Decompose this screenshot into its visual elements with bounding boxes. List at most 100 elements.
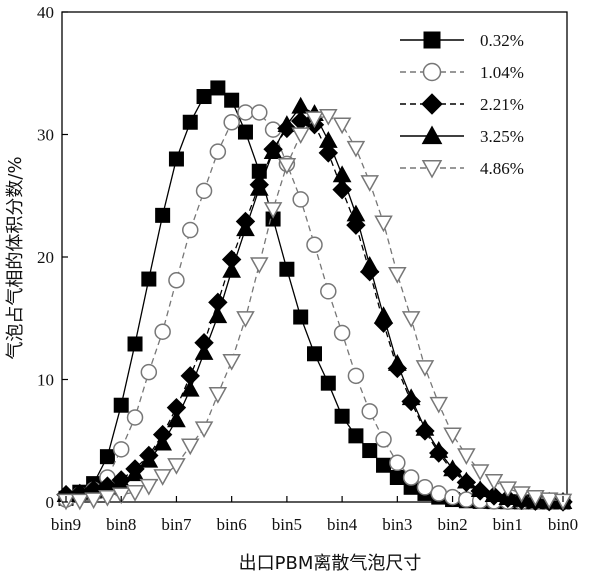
data-point xyxy=(194,421,214,439)
data-point xyxy=(332,165,352,183)
y-tick-label: 30 xyxy=(37,126,54,145)
data-point xyxy=(539,492,559,510)
x-tick-label: bin1 xyxy=(493,515,523,534)
data-point xyxy=(222,353,241,371)
y-axis-title: 气泡占气相的体积分数/% xyxy=(5,156,26,359)
data-point xyxy=(346,140,366,158)
data-point xyxy=(470,480,490,498)
data-point xyxy=(443,459,462,477)
data-point xyxy=(388,267,407,284)
data-point xyxy=(277,157,297,175)
data-point xyxy=(361,403,378,420)
data-point xyxy=(362,443,378,459)
data-point xyxy=(99,449,115,465)
y-tick-label: 40 xyxy=(37,3,54,22)
data-point xyxy=(416,479,434,496)
data-point xyxy=(125,485,145,502)
data-point xyxy=(126,409,144,426)
x-tick-label: bin6 xyxy=(217,515,247,534)
data-point xyxy=(498,481,518,499)
data-point xyxy=(237,104,254,121)
series-4 xyxy=(56,108,573,511)
data-point xyxy=(318,143,339,163)
data-point xyxy=(155,207,171,223)
data-point xyxy=(141,271,157,287)
data-point xyxy=(139,450,159,468)
data-point xyxy=(421,160,443,179)
data-point xyxy=(389,470,405,485)
x-tick-label: bin8 xyxy=(106,515,136,534)
data-point xyxy=(98,489,117,507)
data-point xyxy=(291,96,311,114)
x-tick-label: bin2 xyxy=(437,515,467,534)
data-point xyxy=(320,283,337,300)
data-point xyxy=(376,457,392,473)
data-point xyxy=(333,324,351,342)
x-tick-label: bin7 xyxy=(161,515,192,534)
data-point xyxy=(167,410,186,428)
data-point xyxy=(422,62,442,82)
data-point xyxy=(389,454,406,472)
x-tick-label: bin9 xyxy=(51,515,81,534)
legend-label: 1.04% xyxy=(480,63,524,82)
axis-layer: 0 10 20 30 40 bin9 bin8 bin7 bin6 bin5 bin4 bin3 bin… xyxy=(37,3,578,534)
data-point xyxy=(348,428,364,444)
data-point xyxy=(319,108,338,126)
data-point xyxy=(306,236,323,253)
data-point xyxy=(236,219,255,237)
data-point xyxy=(279,261,295,277)
y-tick-label: 0 xyxy=(46,493,55,512)
legend-label: 2.21% xyxy=(480,95,524,114)
data-point xyxy=(332,179,352,200)
data-point xyxy=(402,469,420,486)
data-point xyxy=(277,115,297,132)
plot-frame xyxy=(61,11,568,503)
data-point xyxy=(293,309,309,325)
data-point xyxy=(251,104,268,121)
data-point xyxy=(249,178,269,196)
series-layer xyxy=(56,80,573,512)
legend-label: 4.86% xyxy=(480,159,524,178)
y-tick-label: 20 xyxy=(37,248,54,267)
data-point xyxy=(208,306,228,324)
data-point xyxy=(318,131,338,148)
data-point xyxy=(112,441,130,458)
data-point xyxy=(375,431,392,448)
data-point xyxy=(139,478,159,496)
data-point xyxy=(320,375,336,391)
data-point xyxy=(237,124,253,140)
data-point xyxy=(111,487,131,505)
series-line xyxy=(65,120,564,503)
data-point xyxy=(457,448,476,465)
data-point xyxy=(360,256,380,273)
data-point xyxy=(387,354,407,371)
plot-border xyxy=(61,11,568,503)
data-point xyxy=(140,363,158,381)
data-point xyxy=(401,311,421,328)
data-point xyxy=(196,89,212,105)
data-point xyxy=(180,379,200,397)
data-point xyxy=(526,489,545,507)
legend: 0.32% 1.04% 2.21% 3.25% 4.86% xyxy=(400,31,524,179)
data-point xyxy=(263,202,283,219)
data-point xyxy=(168,151,184,167)
data-point xyxy=(195,182,213,200)
data-point xyxy=(222,260,242,278)
data-point xyxy=(458,491,475,508)
data-point xyxy=(430,485,447,502)
x-tick-label: bin0 xyxy=(548,515,578,534)
data-point xyxy=(415,360,435,377)
data-point xyxy=(194,343,214,360)
data-point xyxy=(224,92,240,108)
data-point xyxy=(457,471,476,489)
legend-label: 3.25% xyxy=(480,127,524,146)
data-point xyxy=(153,433,172,451)
data-point xyxy=(113,397,129,413)
data-point xyxy=(127,336,143,352)
data-point xyxy=(401,388,421,406)
legend-label: 0.32% xyxy=(480,31,524,50)
data-point xyxy=(484,474,504,491)
data-point xyxy=(236,311,255,328)
data-point xyxy=(167,458,186,475)
